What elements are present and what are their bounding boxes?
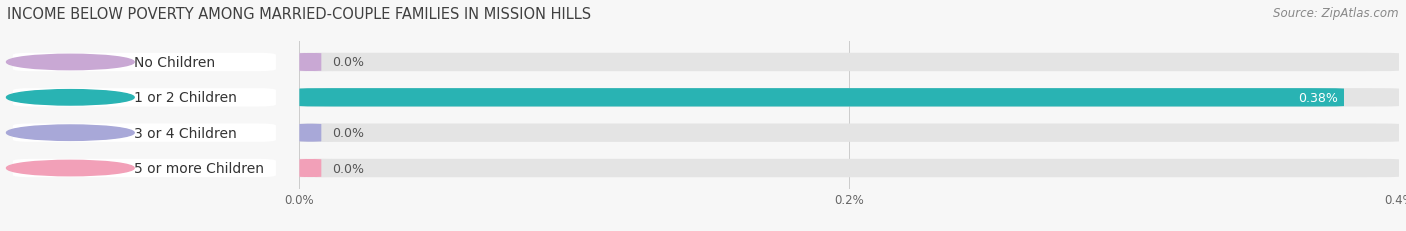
FancyBboxPatch shape: [13, 54, 276, 72]
FancyBboxPatch shape: [13, 159, 276, 177]
FancyBboxPatch shape: [13, 89, 276, 107]
Text: INCOME BELOW POVERTY AMONG MARRIED-COUPLE FAMILIES IN MISSION HILLS: INCOME BELOW POVERTY AMONG MARRIED-COUPL…: [7, 7, 591, 22]
FancyBboxPatch shape: [13, 124, 276, 142]
Text: 0.0%: 0.0%: [332, 127, 364, 140]
Text: Source: ZipAtlas.com: Source: ZipAtlas.com: [1274, 7, 1399, 20]
Circle shape: [7, 161, 134, 176]
Circle shape: [7, 55, 134, 70]
Text: 0.38%: 0.38%: [1299, 91, 1339, 104]
Circle shape: [7, 125, 134, 141]
Text: 0.0%: 0.0%: [332, 162, 364, 175]
FancyBboxPatch shape: [288, 54, 332, 72]
Text: No Children: No Children: [134, 56, 215, 70]
FancyBboxPatch shape: [299, 89, 1399, 107]
FancyBboxPatch shape: [299, 54, 1399, 72]
Text: 0.0%: 0.0%: [332, 56, 364, 69]
FancyBboxPatch shape: [288, 124, 332, 142]
FancyBboxPatch shape: [299, 124, 1399, 142]
Text: 5 or more Children: 5 or more Children: [134, 161, 264, 175]
Text: 1 or 2 Children: 1 or 2 Children: [134, 91, 238, 105]
FancyBboxPatch shape: [299, 89, 1344, 107]
Text: 3 or 4 Children: 3 or 4 Children: [134, 126, 238, 140]
FancyBboxPatch shape: [288, 159, 332, 177]
Circle shape: [7, 90, 134, 106]
FancyBboxPatch shape: [299, 159, 1399, 177]
